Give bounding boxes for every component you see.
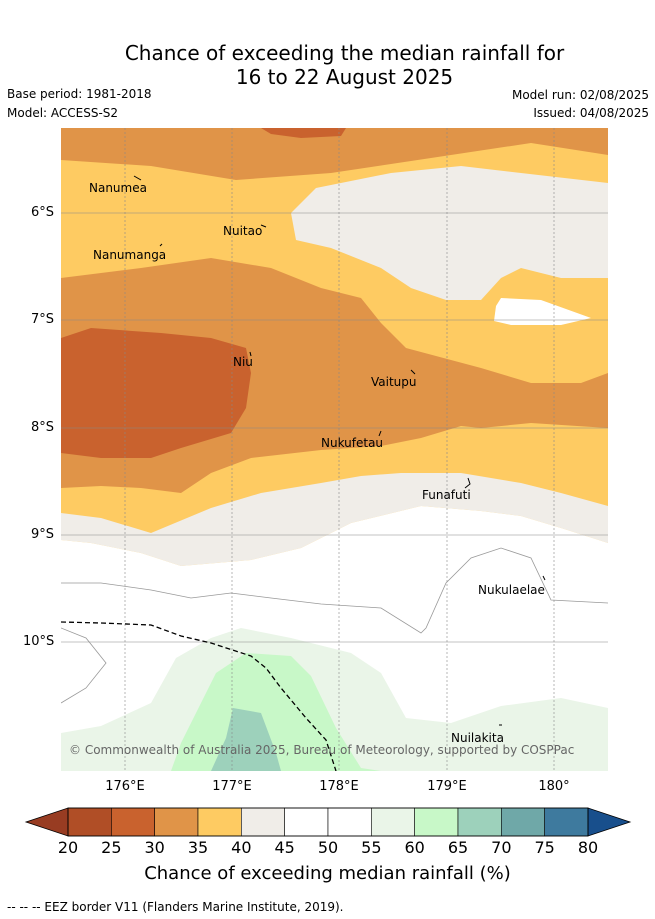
place-label: Vaitupu	[371, 375, 417, 389]
colorbar-cell	[241, 807, 285, 837]
island-niu	[249, 351, 252, 357]
colorbar-tick-label: 75	[534, 838, 555, 857]
colorbar-tick-label: 50	[317, 838, 339, 857]
island-nanumanga	[159, 243, 163, 247]
place-label: Nanumanga	[93, 248, 166, 262]
colorbar-tick-label: 70	[491, 838, 512, 857]
colorbar-tick-label: 55	[361, 838, 382, 857]
lon-tick-label: 180°	[538, 779, 570, 794]
colorbar-over-arrow	[587, 807, 632, 837]
place-label: Nukufetau	[321, 436, 383, 450]
region-45-55-blob	[494, 298, 591, 325]
lon-tick-label: 176°E	[105, 779, 145, 794]
contour-line-50	[61, 547, 608, 634]
rainfall-map: Nanumea Nuitao Nanumanga Niu Vaitupu Nuk…	[61, 128, 608, 771]
colorbar-tick-label: 45	[274, 838, 295, 857]
place-label: Nuitao	[223, 224, 262, 238]
lon-tick-label: 177°E	[212, 779, 252, 794]
colorbar	[24, 807, 632, 837]
colorbar-cell	[457, 807, 502, 837]
copyright-notice: © Commonwealth of Australia 2025, Bureau…	[69, 743, 574, 757]
model-run: Model run: 02/08/2025	[511, 88, 649, 102]
lat-tick-label: 6°S	[31, 205, 55, 220]
region-60-65	[171, 653, 381, 771]
island-nukufetau	[378, 430, 382, 437]
colorbar-frame	[67, 807, 589, 837]
colorbar-tick-label: 30	[144, 838, 165, 857]
map-canvas: Nanumea Nuitao Nanumanga Niu Vaitupu Nuk…	[61, 128, 608, 771]
lat-tick-label: 8°S	[31, 420, 55, 435]
colorbar-cell	[111, 807, 155, 837]
place-label: Niu	[233, 355, 253, 369]
island-nuitao	[260, 224, 267, 228]
colorbar-tick-label: 25	[101, 838, 122, 857]
island-outlines	[133, 175, 546, 726]
region-40-45-north	[291, 166, 608, 300]
lat-tick-label: 9°S	[31, 527, 55, 542]
colorbar-cell	[197, 807, 242, 837]
place-label: Nanumea	[89, 181, 147, 195]
lat-tick-label: 10°S	[23, 634, 55, 649]
lon-tick-label: 179°E	[427, 779, 467, 794]
island-nukulaelae	[542, 575, 546, 581]
colorbar-cell	[284, 807, 329, 837]
colorbar-cells	[67, 807, 589, 837]
issued-date: Issued: 04/08/2025	[533, 106, 649, 120]
colorbar-tick-label: 40	[231, 838, 252, 857]
region-40-45-south	[61, 473, 608, 566]
title-line-2: 16 to 22 August 2025	[235, 65, 454, 89]
colorbar-cell	[501, 807, 545, 837]
region-30-35-north	[61, 128, 608, 180]
eez-border	[61, 621, 337, 771]
graticule	[61, 128, 608, 771]
island-funafuti	[464, 477, 471, 489]
colorbar-tick-label: 80	[577, 838, 599, 857]
colorbar-tick-label: 35	[187, 838, 209, 857]
lat-tick-label: 7°S	[31, 312, 55, 327]
colorbar-cell	[544, 807, 589, 837]
place-label: Nuilakita	[451, 731, 504, 745]
colorbar-cell	[327, 807, 372, 837]
island-vaitupu	[410, 369, 416, 375]
colorbar-under-arrow	[24, 807, 69, 837]
region-25-30-west	[61, 328, 251, 458]
colorbar-tick-label: 60	[404, 838, 425, 857]
place-label: Nukulaelae	[478, 583, 545, 597]
colorbar-cell	[67, 807, 112, 837]
place-label: Funafuti	[422, 488, 471, 502]
lon-tick-label: 178°E	[319, 779, 359, 794]
title-line-1: Chance of exceeding the median rainfall …	[124, 41, 565, 65]
model-name: Model: ACCESS-S2	[7, 106, 119, 120]
colorbar-cell	[371, 807, 415, 837]
eez-footnote: -- -- -- EEZ border V11 (Flanders Marine…	[7, 900, 344, 914]
colorbar-cell	[154, 807, 199, 837]
contour-line-55-west	[61, 627, 107, 704]
colorbar-title: Chance of exceeding median rainfall (%)	[144, 863, 511, 884]
colorbar-tick-label: 65	[447, 838, 469, 857]
base-period: Base period: 1981-2018	[7, 87, 152, 101]
region-65-70	[211, 708, 281, 771]
colorbar-cell	[414, 807, 459, 837]
region-25-30-north	[261, 128, 346, 138]
island-nanumea	[133, 175, 142, 181]
colorbar-tick-label: 20	[57, 838, 79, 857]
